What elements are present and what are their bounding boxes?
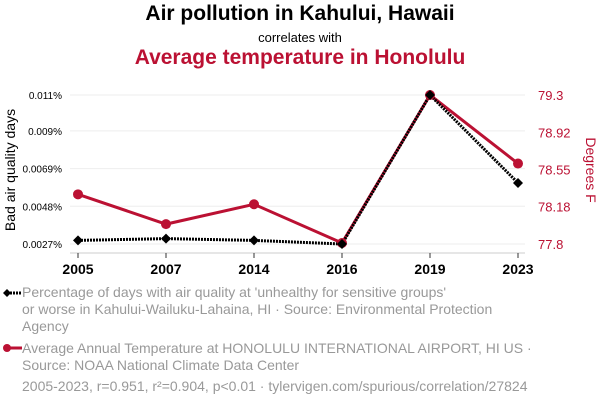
temperature-point	[73, 189, 83, 200]
right-tick-label: 77.8	[538, 237, 563, 252]
chart-area: 0.0027% 0.0048% 0.0069% 0.009% 0.011% 77.8 78…	[2, 88, 599, 277]
left-tick-label: 0.0069%	[23, 165, 63, 176]
temperature-point	[513, 158, 523, 169]
x-tick-label: 2023	[502, 261, 533, 277]
legend-series-1-line-3: Agency	[22, 318, 69, 334]
legend-series-1: Percentage of days with air quality at '…	[22, 284, 492, 335]
temperature-point	[161, 219, 171, 230]
x-tick-label: 2005	[62, 261, 93, 277]
x-tick-label: 2016	[326, 261, 357, 277]
left-tick-label: 0.011%	[29, 91, 62, 102]
chart-connector: correlates with	[258, 30, 342, 45]
left-tick-label: 0.009%	[28, 127, 62, 138]
air-quality-point	[513, 177, 523, 188]
series-air-quality-line	[77, 92, 520, 246]
legend-series-1-line-1: Percentage of days with air quality at '…	[22, 284, 447, 300]
left-axis-label: Bad air quality days	[2, 109, 18, 231]
x-tick-label: 2019	[414, 261, 445, 277]
x-tick-label: 2014	[238, 261, 269, 277]
air-quality-point	[73, 235, 83, 246]
air-quality-point	[249, 235, 259, 246]
legend-series-2-line-2: Source: NOAA National Climate Data Cente…	[22, 357, 300, 373]
chart-title: Air pollution in Kahului, Hawaii	[145, 2, 455, 25]
chart-subtitle: Average temperature in Honolulu	[134, 46, 466, 69]
x-tick-label: 2007	[150, 261, 181, 277]
temperature-point	[249, 199, 259, 210]
air-quality-point	[161, 233, 171, 244]
right-tick-label: 78.55	[538, 163, 571, 178]
legend-series-2: Average Annual Temperature at HONOLULU I…	[22, 340, 532, 374]
left-tick-label: 0.0027%	[23, 240, 63, 251]
legend-series-2-line-1: Average Annual Temperature at HONOLULU I…	[22, 340, 532, 356]
air-quality-point	[425, 90, 435, 100]
right-tick-label: 78.18	[538, 199, 571, 214]
right-tick-label: 78.92	[538, 126, 571, 141]
right-tick-label: 79.3	[538, 88, 563, 103]
left-tick-label: 0.0048%	[23, 202, 63, 213]
series-temperature-line	[77, 92, 519, 245]
legend-series-1-line-2: or worse in Kahului-Wailuku-Lahaina, HI …	[22, 301, 493, 317]
air-quality-point	[337, 239, 347, 249]
right-axis-label: Degrees F	[583, 137, 599, 202]
footer-stats: 2005-2023, r=0.951, r²=0.904, p<0.01 · t…	[22, 378, 528, 394]
